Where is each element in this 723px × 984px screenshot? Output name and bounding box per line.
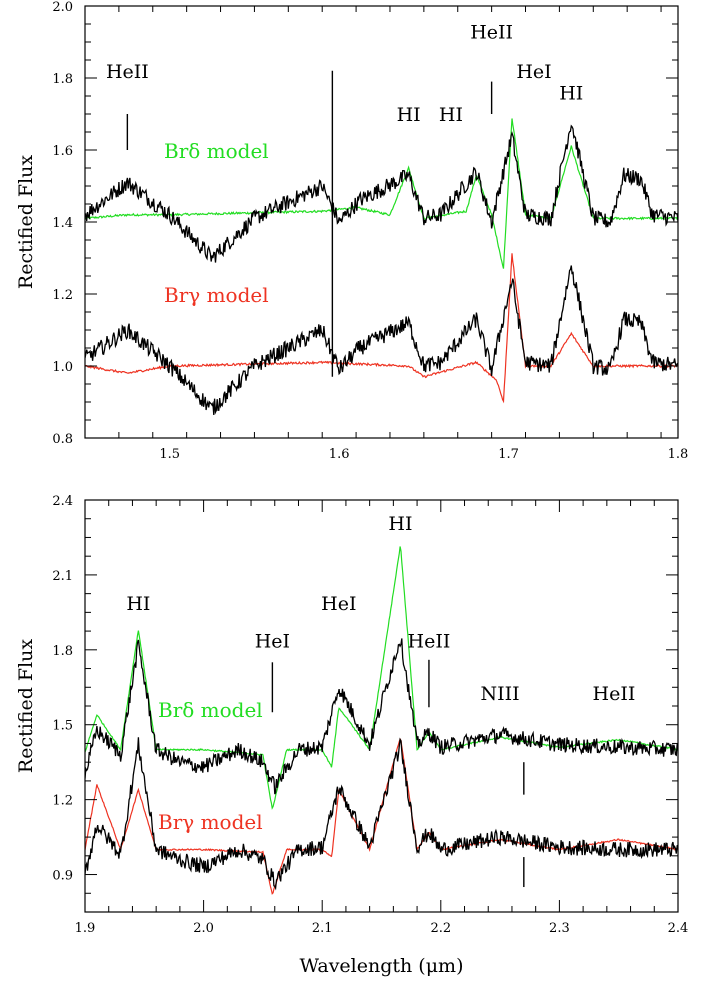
- y-tick-label: 1.8: [52, 72, 73, 87]
- x-tick-label: 1.7: [498, 447, 519, 462]
- y-tick-label: 2.0: [52, 0, 73, 15]
- line-annotation: HI: [397, 104, 421, 126]
- x-tick-label: 2.2: [430, 921, 451, 936]
- line-annotation: NIII: [481, 683, 520, 705]
- line-annotation: HeII: [106, 61, 149, 83]
- x-tick-label: 1.9: [75, 921, 96, 936]
- y-axis-label: Rectified Flux: [15, 155, 37, 290]
- line-annotation: HI: [388, 513, 412, 535]
- y-tick-label: 0.8: [52, 432, 73, 447]
- x-tick-label: 2.0: [193, 921, 214, 936]
- y-tick-label: 1.2: [52, 288, 73, 303]
- line-annotation: HeII: [470, 21, 513, 43]
- x-tick-label: 1.6: [329, 447, 350, 462]
- x-tick-label: 1.5: [159, 447, 180, 462]
- model-label: Brγ model: [164, 283, 269, 307]
- model-label: Brδ model: [158, 698, 263, 722]
- y-tick-label: 0.9: [52, 869, 73, 884]
- x-tick-label: 2.3: [549, 921, 570, 936]
- observed-spectrum-line: [85, 638, 678, 795]
- y-tick-label: 1.0: [52, 360, 73, 375]
- y-tick-label: 2.4: [52, 494, 73, 509]
- line-annotation: HI: [126, 593, 150, 615]
- x-tick-label: 1.8: [668, 447, 689, 462]
- y-tick-label: 2.1: [52, 569, 73, 584]
- y-tick-label: 1.8: [52, 644, 73, 659]
- brgamma-model-line: [85, 253, 678, 404]
- observed-spectrum-line: [85, 124, 678, 263]
- line-annotation: HeI: [255, 630, 290, 652]
- x-tick-label: 2.4: [668, 921, 689, 936]
- y-tick-label: 1.2: [52, 794, 73, 809]
- line-annotation: HI: [439, 104, 463, 126]
- x-axis-label: Wavelength (μm): [299, 955, 463, 977]
- observed-spectrum-line: [85, 265, 678, 416]
- y-tick-label: 1.4: [52, 216, 73, 231]
- y-tick-label: 1.6: [52, 144, 73, 159]
- model-label: Brγ model: [158, 810, 263, 834]
- chart-panel-bottom: HI HeI HeI HI HeII NIII HeII Brδ model Brγ model…: [15, 494, 688, 977]
- line-annotation: HeII: [593, 683, 636, 705]
- brdelta-model-line: [85, 546, 678, 810]
- line-annotation: HeI: [516, 61, 551, 83]
- model-label: Brδ model: [164, 139, 269, 163]
- line-annotation: HeII: [408, 630, 451, 652]
- x-tick-label: 2.1: [312, 921, 333, 936]
- brdelta-model-line: [85, 118, 678, 269]
- y-tick-label: 1.5: [52, 719, 73, 734]
- line-annotation: HeI: [321, 593, 356, 615]
- observed-spectrum-line: [85, 737, 678, 891]
- line-annotation: HI: [559, 83, 583, 105]
- y-axis-label: Rectified Flux: [15, 639, 37, 774]
